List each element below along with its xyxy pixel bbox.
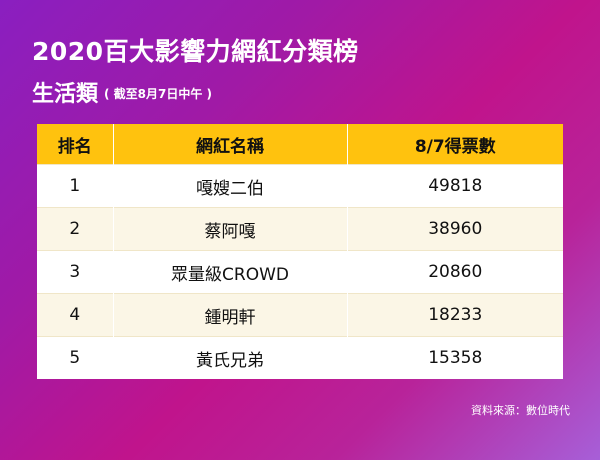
- name-cell: 鍾明軒: [113, 293, 348, 337]
- table-row: 4 鍾明軒 18233: [37, 293, 563, 337]
- page-title: 2020百大影響力網紅分類榜: [32, 37, 359, 66]
- date-note: ( 截至8月7日中午 ): [104, 87, 213, 101]
- table-row: 2 蔡阿嘎 38960: [37, 207, 563, 251]
- votes-cell: 18233: [347, 293, 563, 337]
- rank-cell: 1: [37, 164, 114, 208]
- name-cell: 嘎嫂二伯: [113, 164, 348, 208]
- table-header-row: 排名 網紅名稱 8/7得票數: [37, 124, 563, 165]
- votes-cell: 20860: [347, 250, 563, 294]
- category-subtitle: 生活類 ( 截至8月7日中午 ): [32, 76, 212, 108]
- header-rank: 排名: [37, 124, 114, 165]
- category-label: 生活類: [32, 82, 99, 107]
- name-cell: 眾量級CROWD: [113, 250, 348, 294]
- ranking-table: 排名 網紅名稱 8/7得票數 1 嘎嫂二伯 49818 2 蔡阿嘎 38960 …: [37, 124, 563, 379]
- votes-cell: 15358: [347, 336, 563, 379]
- rank-cell: 2: [37, 207, 114, 251]
- table-row: 1 嘎嫂二伯 49818: [37, 164, 563, 208]
- header-name: 網紅名稱: [113, 124, 348, 165]
- votes-cell: 38960: [347, 207, 563, 251]
- header-votes: 8/7得票數: [347, 124, 563, 165]
- rank-cell: 5: [37, 336, 114, 379]
- rank-cell: 4: [37, 293, 114, 337]
- name-cell: 蔡阿嘎: [113, 207, 348, 251]
- table-row: 3 眾量級CROWD 20860: [37, 250, 563, 294]
- table-row: 5 黃氏兄弟 15358: [37, 336, 563, 379]
- rank-cell: 3: [37, 250, 114, 294]
- source-credit: 資料來源：數位時代: [471, 404, 570, 417]
- votes-cell: 49818: [347, 164, 563, 208]
- name-cell: 黃氏兄弟: [113, 336, 348, 379]
